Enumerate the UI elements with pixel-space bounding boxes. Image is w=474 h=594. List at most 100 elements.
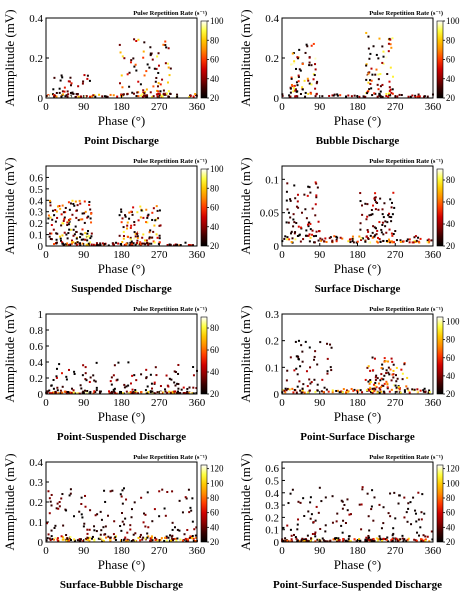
data-point xyxy=(174,244,177,247)
y-tick-label: 0.4 xyxy=(29,13,43,25)
data-point xyxy=(331,495,334,498)
data-point xyxy=(58,235,61,238)
data-point xyxy=(190,509,193,512)
data-point xyxy=(131,374,134,377)
data-point xyxy=(171,528,174,531)
data-point xyxy=(321,378,324,381)
data-point xyxy=(70,82,73,85)
data-point xyxy=(371,489,374,492)
data-point xyxy=(364,538,367,541)
data-point xyxy=(120,210,123,213)
data-point xyxy=(284,391,287,394)
data-point xyxy=(347,94,350,97)
data-point xyxy=(423,387,426,390)
data-point xyxy=(195,387,198,390)
data-point xyxy=(146,242,149,245)
data-point xyxy=(191,534,194,537)
data-point xyxy=(304,95,307,98)
data-point xyxy=(50,384,53,387)
data-point xyxy=(65,375,68,378)
data-point xyxy=(47,214,50,217)
data-point xyxy=(171,534,174,537)
data-point xyxy=(372,383,375,386)
data-point xyxy=(379,85,382,88)
data-point xyxy=(126,531,129,534)
data-point xyxy=(134,389,137,392)
data-point xyxy=(56,232,59,235)
data-point xyxy=(369,379,372,382)
data-point xyxy=(119,493,122,496)
data-point xyxy=(341,531,344,534)
data-point xyxy=(395,380,398,383)
data-point xyxy=(380,95,383,98)
data-point xyxy=(411,94,414,97)
data-point xyxy=(330,346,333,349)
y-tick-label: 0 xyxy=(274,93,280,105)
data-point xyxy=(387,371,390,374)
data-point xyxy=(392,75,395,78)
data-point xyxy=(376,95,379,98)
data-point xyxy=(135,69,138,72)
data-point xyxy=(373,390,376,393)
data-point xyxy=(286,539,289,542)
data-point xyxy=(64,390,67,393)
data-point xyxy=(405,511,408,514)
data-point xyxy=(364,540,367,543)
data-point xyxy=(67,93,70,96)
data-point xyxy=(386,536,389,539)
data-point xyxy=(101,242,104,245)
data-point xyxy=(84,372,87,375)
data-point xyxy=(318,486,321,489)
data-point xyxy=(160,94,163,97)
data-point xyxy=(299,240,302,243)
data-point xyxy=(192,386,195,389)
data-point xyxy=(385,239,388,242)
data-point xyxy=(383,357,386,360)
data-point xyxy=(376,229,379,232)
data-point xyxy=(304,91,307,94)
data-point xyxy=(352,241,355,244)
data-point xyxy=(375,201,378,204)
data-point xyxy=(134,63,137,66)
data-point xyxy=(377,382,380,385)
data-point xyxy=(406,538,409,541)
data-point xyxy=(52,387,55,390)
data-point xyxy=(72,391,75,394)
data-point xyxy=(309,228,312,231)
data-point xyxy=(126,539,129,542)
data-point xyxy=(93,525,96,528)
data-point xyxy=(129,226,132,229)
plot-area xyxy=(46,462,197,542)
data-point xyxy=(373,92,376,95)
data-point xyxy=(84,390,87,393)
data-point xyxy=(424,391,427,394)
data-point xyxy=(408,391,411,394)
data-point xyxy=(171,490,174,493)
x-tick-label: 180 xyxy=(113,545,130,557)
data-point xyxy=(120,74,123,77)
data-point xyxy=(152,392,155,395)
data-point xyxy=(131,91,134,94)
data-point xyxy=(374,384,377,387)
data-point xyxy=(176,528,179,531)
data-point xyxy=(422,390,425,393)
data-point xyxy=(393,206,396,209)
data-point xyxy=(49,204,52,207)
data-point xyxy=(192,95,195,98)
data-point xyxy=(313,355,316,358)
data-point xyxy=(104,525,107,528)
data-point xyxy=(417,93,420,96)
data-point xyxy=(176,243,179,246)
data-point xyxy=(391,201,394,204)
x-tick-label: 90 xyxy=(78,101,90,113)
data-point xyxy=(382,62,385,65)
data-point xyxy=(322,391,325,394)
data-point xyxy=(125,242,128,245)
data-point xyxy=(54,392,57,395)
data-point xyxy=(122,487,125,490)
data-point xyxy=(53,243,56,246)
data-point xyxy=(133,231,136,234)
data-point xyxy=(291,63,294,66)
x-tick-label: 360 xyxy=(425,101,442,113)
